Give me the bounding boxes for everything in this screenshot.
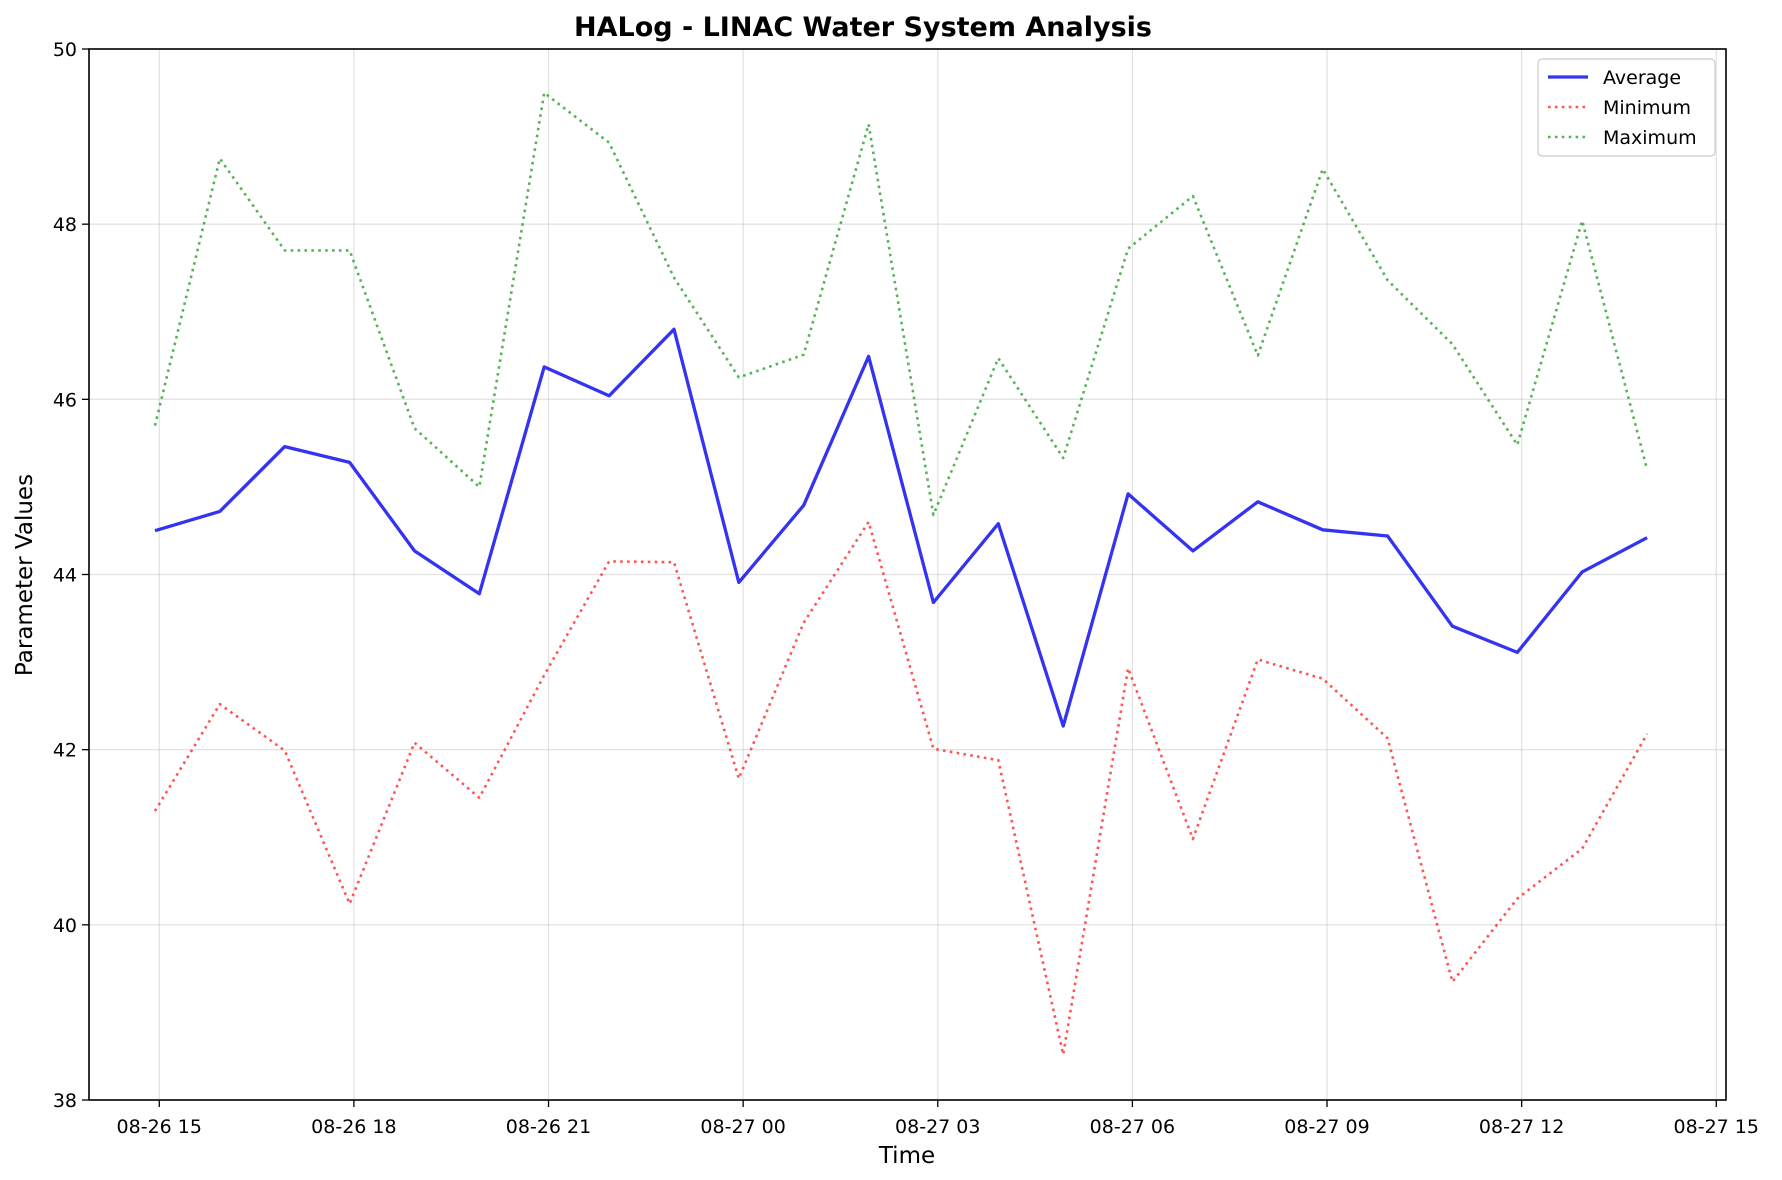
- legend-box: [1537, 58, 1716, 157]
- x-tick-label: 08-26 18: [311, 1116, 396, 1138]
- legend-label-average: Average: [1603, 67, 1681, 89]
- y-tick-label: 48: [53, 214, 77, 236]
- y-tick-label: 38: [53, 1090, 77, 1112]
- y-tick-label: 40: [53, 915, 77, 937]
- legend: Average Minimum Maximum: [1537, 58, 1716, 157]
- series-line-average: [154, 327, 1648, 728]
- y-tick-label: 44: [53, 565, 77, 587]
- x-tick-label: 08-27 00: [700, 1116, 785, 1138]
- legend-label-minimum: Minimum: [1603, 97, 1691, 119]
- x-axis-label: Time: [878, 1143, 935, 1169]
- legend-label-maximum: Maximum: [1603, 127, 1697, 149]
- chart-title: HALog - LINAC Water System Analysis: [574, 12, 1152, 43]
- y-tick-label: 42: [53, 740, 77, 762]
- grid-lines: [89, 48, 1726, 1101]
- y-axis-label: Parameter Values: [12, 474, 38, 676]
- series-group: [153, 91, 1649, 1056]
- x-tick-label: 08-27 06: [1090, 1116, 1175, 1138]
- x-tick-label: 08-27 03: [895, 1116, 980, 1138]
- x-tick-label: 08-27 15: [1674, 1116, 1759, 1138]
- y-tick-label: 50: [53, 39, 77, 61]
- x-tick-label: 08-27 09: [1284, 1116, 1369, 1138]
- x-tick-label: 08-27 12: [1479, 1116, 1564, 1138]
- x-tick-label: 08-26 21: [506, 1116, 591, 1138]
- y-tick-label: 46: [53, 389, 77, 411]
- x-tick-label: 08-26 15: [117, 1116, 202, 1138]
- y-axis-ticks: 38 40 42 44 46 48 50: [53, 39, 89, 1112]
- x-axis-ticks: 08-26 15 08-26 18 08-26 21 08-27 00 08-27 03…: [117, 1100, 1759, 1138]
